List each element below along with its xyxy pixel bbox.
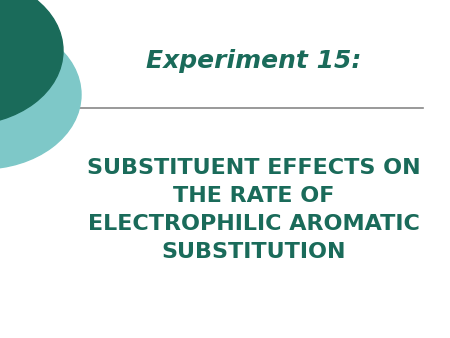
Text: Experiment 15:: Experiment 15: — [146, 49, 361, 73]
Text: SUBSTITUENT EFFECTS ON
THE RATE OF
ELECTROPHILIC AROMATIC
SUBSTITUTION: SUBSTITUENT EFFECTS ON THE RATE OF ELECT… — [87, 158, 420, 262]
